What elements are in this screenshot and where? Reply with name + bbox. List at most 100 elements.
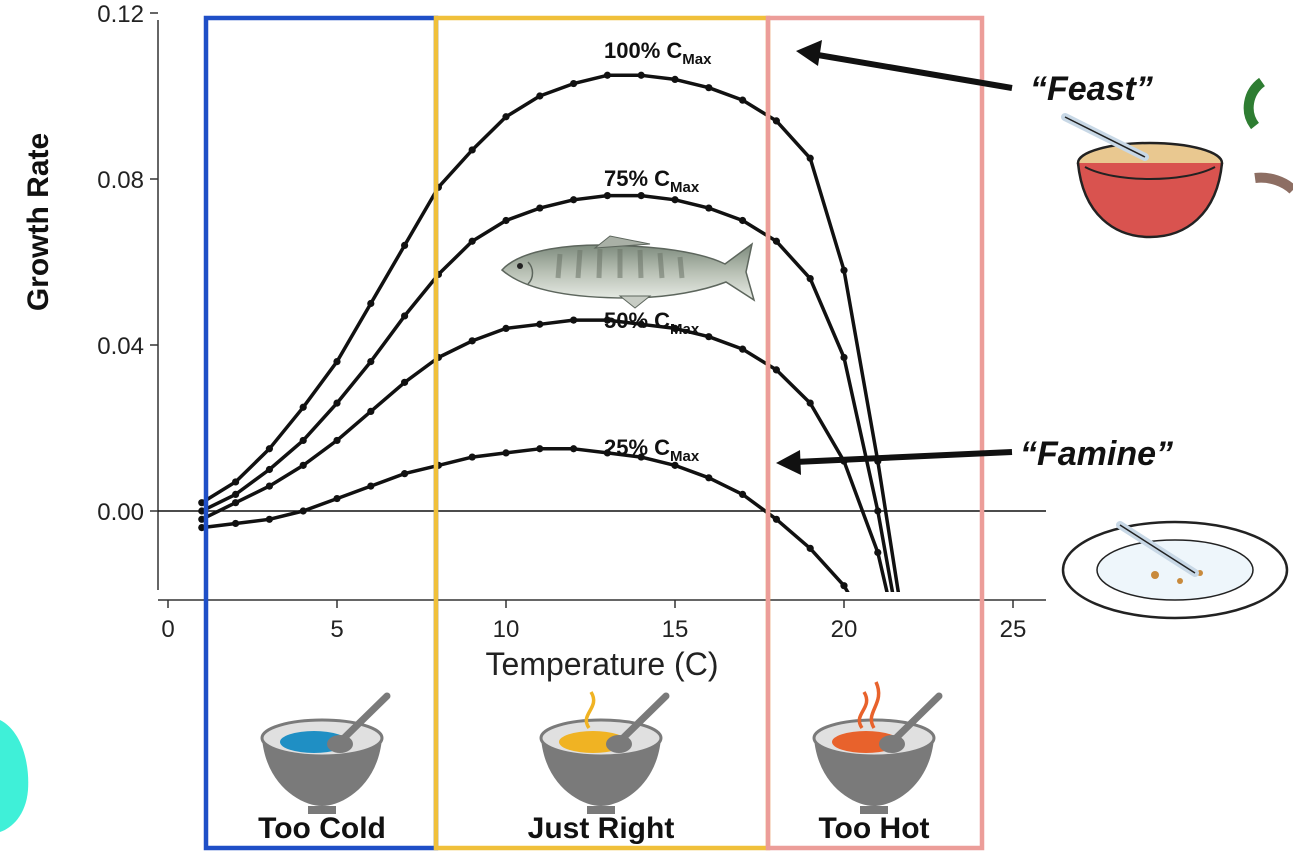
feast-label: “Feast” <box>1030 70 1153 108</box>
famine-arrowhead <box>776 450 801 475</box>
data-point <box>367 358 375 366</box>
data-point <box>908 673 915 680</box>
y-tick-label: 0.00 <box>97 499 144 526</box>
soup-bowl-icon <box>812 681 943 814</box>
series-line <box>201 193 895 592</box>
zone-frame <box>765 15 985 851</box>
data-point <box>265 445 273 453</box>
zone-label: Too Hot <box>818 812 929 845</box>
x-tick-label: 25 <box>1000 616 1027 643</box>
soup-bowl-icon <box>260 692 391 814</box>
data-point <box>772 117 781 125</box>
data-point <box>671 461 679 469</box>
data-point <box>198 499 206 507</box>
data-point <box>705 474 713 482</box>
data-point <box>468 453 476 461</box>
y-tick-label: 0.08 <box>97 167 144 194</box>
data-point <box>367 482 375 490</box>
data-point <box>333 436 341 445</box>
data-point <box>299 507 307 515</box>
data-point <box>671 324 679 332</box>
y-tick-label: 0.12 <box>97 1 144 28</box>
x-tick-label: 5 <box>330 616 343 643</box>
famine-label: “Famine” <box>1020 435 1173 473</box>
data-point <box>198 507 206 515</box>
data-point <box>536 445 544 453</box>
series-group <box>198 192 915 701</box>
bracelet-fragment-icon <box>1254 172 1293 194</box>
data-point <box>232 519 240 528</box>
data-point <box>671 75 679 83</box>
data-point <box>265 482 273 490</box>
data-point <box>299 436 307 445</box>
data-point <box>570 445 578 453</box>
data-point <box>401 312 409 320</box>
x-tick-label: 15 <box>662 616 689 643</box>
series-label: 75% CMax <box>604 166 700 196</box>
x-tick-label: 20 <box>831 616 858 643</box>
data-point <box>637 192 645 200</box>
data-point <box>739 490 747 498</box>
data-point <box>908 694 915 701</box>
data-point <box>570 316 578 324</box>
data-point <box>401 241 409 249</box>
data-point <box>265 515 273 523</box>
data-point <box>232 499 240 507</box>
zone-label: Just Right <box>528 812 675 845</box>
full-bowl-icon <box>1061 113 1224 239</box>
data-point <box>367 407 375 415</box>
data-point <box>806 544 814 552</box>
annotation-layer: “Feast” “Famine” <box>776 40 1173 475</box>
bracelet-fragment-icon <box>1243 77 1266 130</box>
data-point <box>739 345 747 353</box>
data-point <box>333 494 341 503</box>
data-point <box>468 146 476 154</box>
series-line <box>201 318 889 592</box>
feast-arrowhead <box>796 40 822 66</box>
data-point <box>198 524 206 532</box>
series-line <box>200 73 901 592</box>
data-point <box>806 399 814 407</box>
data-point <box>772 237 781 245</box>
zones-layer <box>203 15 985 851</box>
y-axis-title: Growth Rate <box>22 133 55 311</box>
series-line <box>201 447 850 592</box>
series-label: 50% CMax <box>604 308 700 338</box>
axes: 0.00 0.04 0.08 0.12 0 5 10 15 20 25 Temperature (C… <box>22 1 1046 682</box>
decorative-shape <box>0 720 29 832</box>
soup-bowl-icon <box>539 691 670 814</box>
data-point <box>299 461 307 469</box>
data-point <box>603 71 612 79</box>
y-tick-label: 0.04 <box>97 333 144 360</box>
x-axis-title: Temperature (C) <box>486 646 719 682</box>
data-point <box>603 449 612 457</box>
series-label: 100% CMax <box>604 38 712 68</box>
data-point <box>637 71 645 79</box>
data-point <box>637 453 645 461</box>
data-point <box>840 353 848 362</box>
data-point <box>637 320 645 328</box>
data-point <box>908 694 915 701</box>
x-tick-label: 0 <box>161 616 174 643</box>
data-point <box>502 324 510 332</box>
data-point <box>570 196 578 204</box>
data-point <box>468 337 476 345</box>
fish-illustration <box>500 235 756 309</box>
data-point <box>468 237 476 245</box>
data-point <box>874 507 882 515</box>
empty-plate-icon <box>1061 520 1289 620</box>
data-point <box>536 92 544 100</box>
data-point <box>840 266 848 274</box>
data-point <box>502 449 510 457</box>
data-point <box>806 275 814 283</box>
famine-arrow <box>794 449 1013 465</box>
x-tick-label: 10 <box>493 616 520 643</box>
data-point <box>502 216 510 225</box>
data-point <box>705 84 713 92</box>
data-point <box>401 470 409 478</box>
data-point <box>705 204 713 212</box>
data-point <box>874 548 882 557</box>
data-point <box>570 79 578 88</box>
feast-arrow <box>811 51 1013 91</box>
